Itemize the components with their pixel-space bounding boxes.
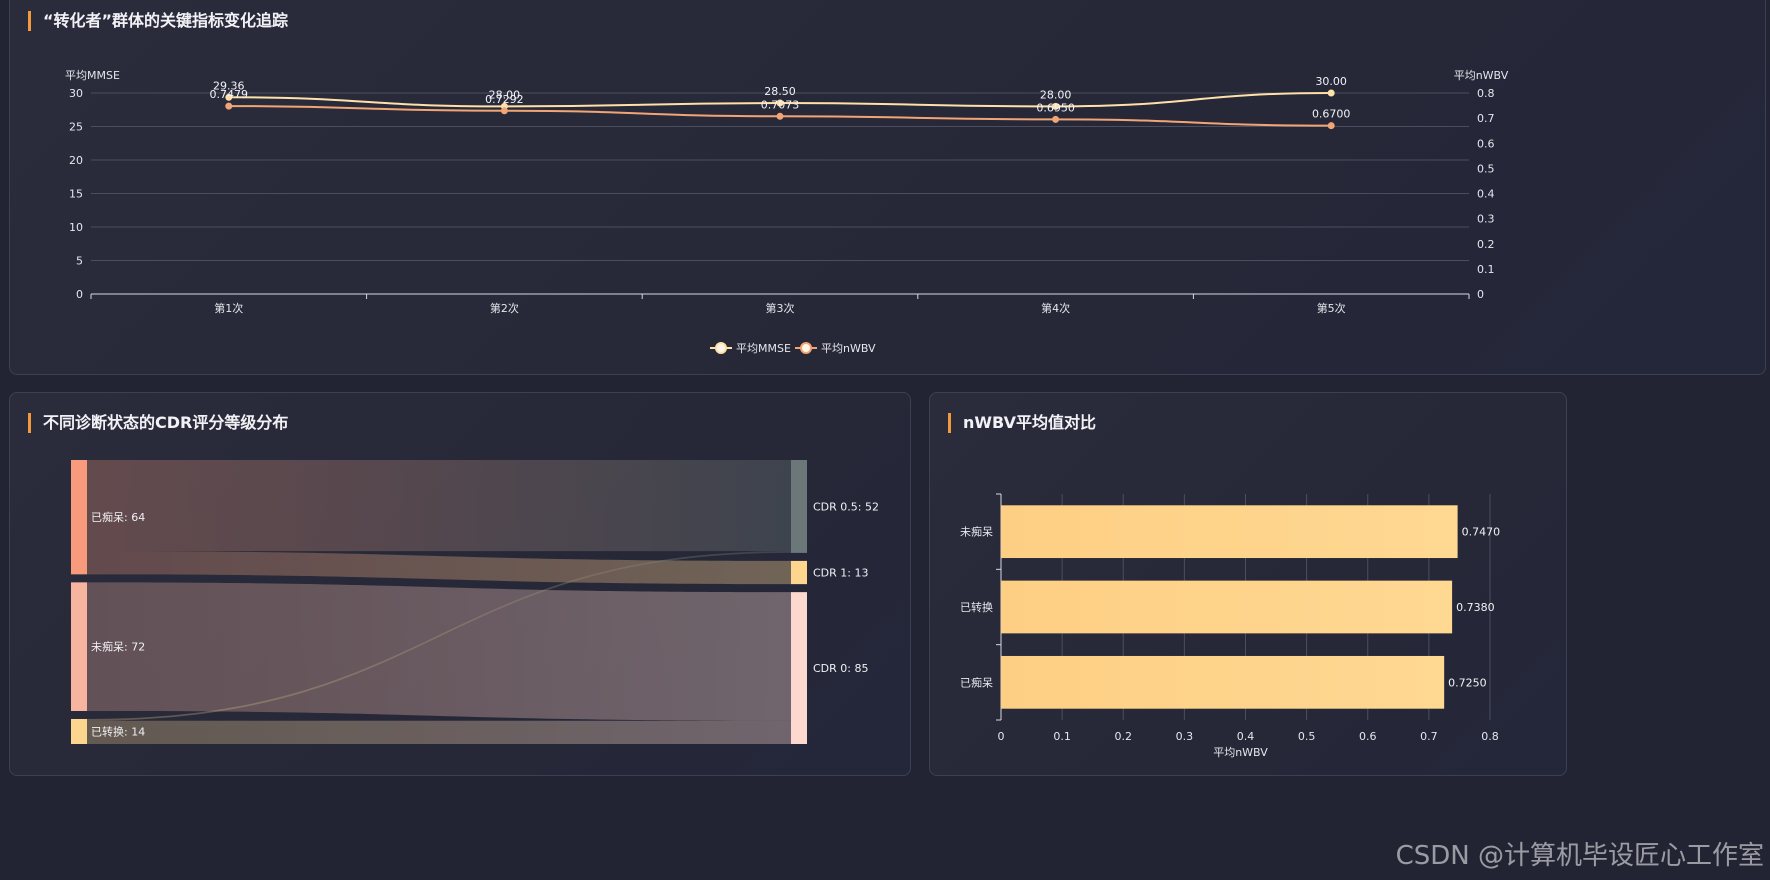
x-tick-label: 0 bbox=[998, 730, 1005, 743]
trend-line-chart: 0 5 10 15 20 25 30 0 0.1 0.2 0.3 0.4 0.5 0.6 0.7 0.8 平均M… bbox=[65, 69, 1509, 355]
data-label: 0.7479 bbox=[210, 88, 249, 101]
x-tick-label: 第4次 bbox=[1041, 301, 1070, 315]
bar-panel: nWBV平均值对比 0 0.1 0.2 0.3 0.4 0.5 0.6 0.7 0.8 0.725… bbox=[929, 392, 1567, 776]
legend-label: 平均MMSE bbox=[736, 342, 791, 355]
x-tick-label: 0.5 bbox=[1298, 730, 1316, 743]
sankey-target-node bbox=[791, 592, 807, 744]
y-right-axis-name: 平均nWBV bbox=[1454, 69, 1509, 82]
y-left-tick-label: 15 bbox=[69, 188, 83, 201]
data-point bbox=[225, 102, 233, 110]
y-right-tick-label: 0 bbox=[1477, 288, 1484, 301]
x-tick-label: 第2次 bbox=[490, 301, 519, 315]
data-label: 28.00 bbox=[489, 88, 521, 101]
sankey-source-label: 未痴呆: 72 bbox=[91, 640, 145, 654]
sankey-target-node bbox=[791, 460, 807, 553]
legend-label: 平均nWBV bbox=[821, 342, 876, 355]
sankey-source-node bbox=[71, 460, 87, 575]
sankey-target-label: CDR 0.5: 52 bbox=[813, 500, 879, 513]
x-tick-label: 0.1 bbox=[1053, 730, 1071, 743]
legend-marker bbox=[800, 342, 812, 354]
x-axis-name: 平均nWBV bbox=[1213, 746, 1268, 759]
y-category-label: 已痴呆 bbox=[960, 675, 993, 689]
data-label: 29.36 bbox=[213, 79, 245, 92]
bar bbox=[1001, 580, 1453, 634]
bar bbox=[1001, 505, 1458, 559]
data-point bbox=[1327, 122, 1335, 130]
x-tick-label: 第5次 bbox=[1317, 301, 1346, 315]
y-category-label: 未痴呆 bbox=[960, 525, 993, 539]
bar-value-label: 0.7380 bbox=[1456, 601, 1495, 614]
data-point bbox=[1052, 102, 1060, 110]
data-point bbox=[1052, 115, 1060, 123]
bar-value-label: 0.7250 bbox=[1448, 676, 1487, 689]
sankey-source-node bbox=[71, 582, 87, 711]
data-label: 28.50 bbox=[764, 85, 796, 98]
x-tick-label: 0.2 bbox=[1115, 730, 1133, 743]
y-category-label: 已转换 bbox=[960, 600, 993, 614]
csdn-watermark: CSDN @计算机毕设匠心工作室 bbox=[1395, 841, 1764, 871]
data-label: 0.6700 bbox=[1312, 108, 1351, 121]
sankey-target-node bbox=[791, 560, 807, 585]
y-left-axis-name: 平均MMSE bbox=[65, 69, 120, 82]
data-label: 0.6950 bbox=[1036, 101, 1075, 114]
y-right-tick-label: 0.6 bbox=[1477, 137, 1495, 150]
y-left-tick-label: 25 bbox=[69, 121, 83, 134]
sankey-link bbox=[87, 582, 791, 721]
data-point bbox=[776, 112, 784, 120]
trend-panel: “转化者”群体的关键指标变化追踪 0 5 10 15 20 25 30 0 0.1 0.2 0.3 0… bbox=[9, 0, 1766, 375]
x-tick-label: 0.3 bbox=[1176, 730, 1194, 743]
sankey-source-label: 已痴呆: 64 bbox=[91, 510, 145, 524]
x-tick-label: 第3次 bbox=[766, 301, 795, 315]
sankey-link bbox=[87, 460, 791, 552]
y-left-tick-label: 30 bbox=[69, 87, 83, 100]
data-label: 30.00 bbox=[1315, 75, 1347, 88]
sankey-panel: 不同诊断状态的CDR评分等级分布 已痴呆: 64 未痴呆: 72 已转换: 14 CD… bbox=[9, 392, 911, 776]
sankey-source-label: 已转换: 14 bbox=[91, 724, 145, 738]
y-right-tick-label: 0.4 bbox=[1477, 188, 1495, 201]
y-left-tick-label: 5 bbox=[76, 255, 83, 268]
data-label: 0.7292 bbox=[485, 93, 524, 106]
bar-value-label: 0.7470 bbox=[1462, 526, 1501, 539]
y-left-tick-label: 0 bbox=[76, 288, 83, 301]
y-left-tick-label: 20 bbox=[69, 154, 83, 167]
sankey-panel-title: 不同诊断状态的CDR评分等级分布 bbox=[28, 413, 288, 433]
data-point bbox=[500, 107, 508, 115]
trend-panel-title: “转化者”群体的关键指标变化追踪 bbox=[28, 11, 288, 31]
bar-panel-title: nWBV平均值对比 bbox=[948, 413, 1096, 433]
y-right-tick-label: 0.1 bbox=[1477, 263, 1495, 276]
nwbv-bar-chart: 0 0.1 0.2 0.3 0.4 0.5 0.6 0.7 0.8 0.7250 已痴呆 0.7380… bbox=[960, 493, 1501, 759]
data-label: 28.00 bbox=[1040, 88, 1072, 101]
data-label: 0.7073 bbox=[761, 98, 800, 111]
data-point bbox=[1327, 89, 1335, 97]
sankey-link bbox=[87, 551, 791, 585]
x-tick-label: 0.7 bbox=[1420, 730, 1438, 743]
sankey-source-node bbox=[71, 718, 87, 744]
data-point bbox=[225, 93, 233, 101]
y-right-tick-label: 0.2 bbox=[1477, 238, 1495, 251]
legend-marker bbox=[715, 342, 727, 354]
x-tick-label: 0.6 bbox=[1359, 730, 1377, 743]
bar bbox=[1001, 655, 1445, 709]
x-tick-label: 0.8 bbox=[1481, 730, 1499, 743]
y-right-tick-label: 0.7 bbox=[1477, 112, 1495, 125]
cdr-sankey-chart: 已痴呆: 64 未痴呆: 72 已转换: 14 CDR 0.5: 52 CDR 1: 1… bbox=[71, 460, 879, 744]
sankey-target-label: CDR 1: 13 bbox=[813, 567, 869, 580]
y-right-tick-label: 0.5 bbox=[1477, 162, 1495, 175]
sankey-link bbox=[87, 720, 791, 744]
y-right-tick-label: 0.8 bbox=[1477, 87, 1495, 100]
y-left-tick-label: 10 bbox=[69, 221, 83, 234]
sankey-target-label: CDR 0: 85 bbox=[813, 662, 869, 675]
sankey-link bbox=[87, 551, 791, 721]
x-tick-label: 第1次 bbox=[214, 301, 243, 315]
y-right-tick-label: 0.3 bbox=[1477, 213, 1495, 226]
x-tick-label: 0.4 bbox=[1237, 730, 1255, 743]
data-point bbox=[776, 99, 784, 107]
